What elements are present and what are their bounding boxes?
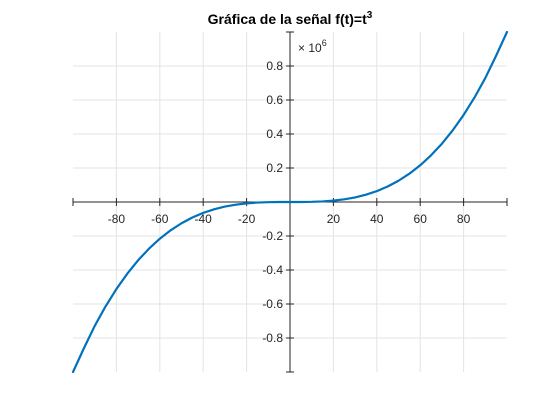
x-tick-label: -40 bbox=[195, 212, 213, 226]
y-tick-label: -0.6 bbox=[262, 297, 283, 311]
x-tick-label: -20 bbox=[238, 212, 256, 226]
chart-title-superscript: 3 bbox=[367, 10, 373, 21]
x-tick-label: 20 bbox=[327, 212, 341, 226]
y-tick-label: 0.6 bbox=[266, 93, 283, 107]
tick-marks bbox=[72, 31, 508, 373]
y-tick-label: 0.8 bbox=[266, 59, 283, 73]
y-tick-label: -0.2 bbox=[262, 229, 283, 243]
chart-title: Gráfica de la señal f(t)=t3 bbox=[208, 10, 373, 27]
series-line-0 bbox=[71, 30, 509, 374]
plot-area: -80 -60 -40 -20 20 40 60 80 0.8 0.6 0.4 0.2 -0.2 -0.4… bbox=[71, 30, 509, 374]
x-tick-label: -80 bbox=[108, 212, 126, 226]
x-tick-label: 80 bbox=[457, 212, 471, 226]
x-tick-label: -60 bbox=[151, 212, 169, 226]
y-tick-label: -0.8 bbox=[262, 331, 283, 345]
y-tick-label: 0.2 bbox=[266, 161, 283, 175]
series-group bbox=[71, 30, 509, 374]
y-exponent-label: × 106 bbox=[298, 38, 327, 55]
y-tick-label: 0.4 bbox=[266, 127, 283, 141]
y-tick-label: -0.4 bbox=[262, 263, 283, 277]
x-tick-label: 40 bbox=[370, 212, 384, 226]
x-tick-label: 60 bbox=[414, 212, 428, 226]
chart-title-text: Gráfica de la señal f(t)=t bbox=[208, 11, 367, 27]
y-exponent-base: × 10 bbox=[298, 41, 322, 55]
y-exponent-power: 6 bbox=[322, 38, 327, 48]
